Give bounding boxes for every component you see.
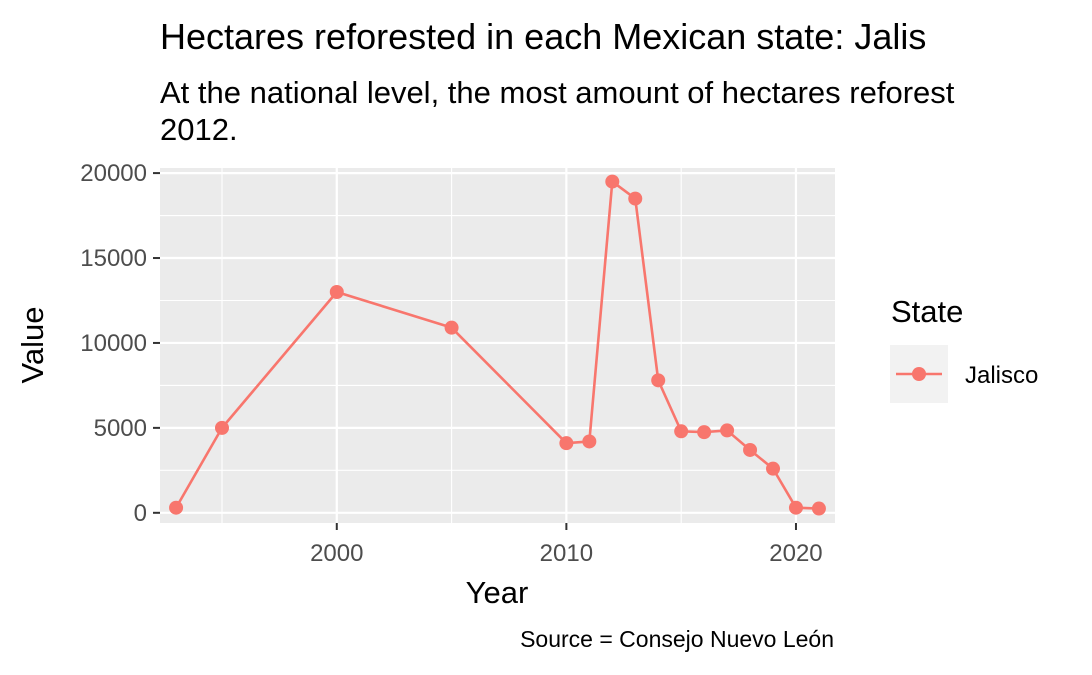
chart-title: Hectares reforested in each Mexican stat… (160, 16, 927, 57)
data-point (674, 424, 689, 439)
data-point (651, 373, 666, 388)
legend-entry-jalisco: Jalisco (965, 362, 1038, 389)
data-point (605, 174, 620, 189)
y-axis-label: Value (15, 307, 50, 384)
data-point (582, 434, 597, 449)
y-tick-label: 0 (134, 500, 147, 527)
y-tick-label: 20000 (80, 160, 147, 187)
x-tick-label: 2020 (769, 540, 822, 567)
x-tick-label: 2000 (310, 540, 363, 567)
data-point (811, 501, 826, 516)
legend: State Jalisco (890, 294, 1038, 403)
x-axis-label: Year (466, 575, 529, 610)
data-point (628, 191, 643, 206)
x-tick-label: 2010 (540, 540, 593, 567)
data-point (743, 442, 758, 457)
y-tick-label: 15000 (80, 245, 147, 272)
chart-subtitle: At the national level, the most amount o… (160, 75, 955, 147)
y-tick-label: 5000 (94, 415, 147, 442)
data-point (788, 500, 803, 515)
data-point (720, 423, 735, 438)
source-caption: Source = Consejo Nuevo León (520, 626, 834, 652)
data-point (697, 425, 712, 440)
legend-key-point (912, 367, 926, 381)
data-point (444, 320, 459, 335)
data-point (559, 436, 574, 451)
plot-panel (160, 168, 835, 523)
data-point (329, 284, 344, 299)
data-point (169, 500, 184, 515)
y-tick-label: 10000 (80, 330, 147, 357)
data-point (766, 461, 781, 476)
legend-title: State (891, 294, 963, 329)
data-point (214, 420, 229, 435)
series-line-jalisco (174, 180, 819, 510)
